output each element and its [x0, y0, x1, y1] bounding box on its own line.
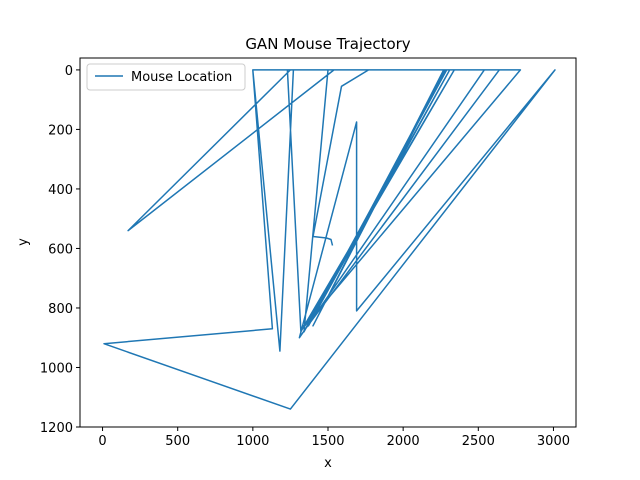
y-axis-ticks: 0 200 400 600 800 1000 1200: [40, 64, 80, 436]
series-line-0: [103, 69, 556, 410]
legend: Mouse Location: [86, 63, 246, 91]
trajectory-layer: [103, 69, 556, 410]
x-tick-label: 3000: [537, 434, 570, 449]
chart-title: GAN Mouse Trajectory: [245, 35, 410, 53]
plot-area: [79, 57, 577, 428]
x-tick-label: 1000: [236, 434, 269, 449]
y-tick-label: 200: [48, 123, 73, 138]
x-tick-label: 0: [98, 434, 106, 449]
y-tick-label: 0: [65, 64, 73, 79]
x-tick-label: 2000: [387, 434, 420, 449]
y-tick-label: 600: [48, 242, 73, 257]
y-tick-label: 1000: [40, 361, 73, 376]
y-tick-label: 400: [48, 183, 73, 198]
x-axis-label: x: [324, 456, 332, 471]
x-tick-label: 500: [165, 434, 190, 449]
x-tick-label: 1500: [311, 434, 344, 449]
y-axis-label: y: [16, 238, 31, 246]
x-tick-label: 2500: [462, 434, 495, 449]
legend-label: Mouse Location: [131, 70, 232, 85]
legend-box: [86, 63, 246, 91]
y-tick-label: 800: [48, 302, 73, 317]
y-tick-label: 1200: [40, 421, 73, 436]
x-axis-ticks: 0 500 1000 1500 2000 2500 3000: [98, 427, 570, 449]
